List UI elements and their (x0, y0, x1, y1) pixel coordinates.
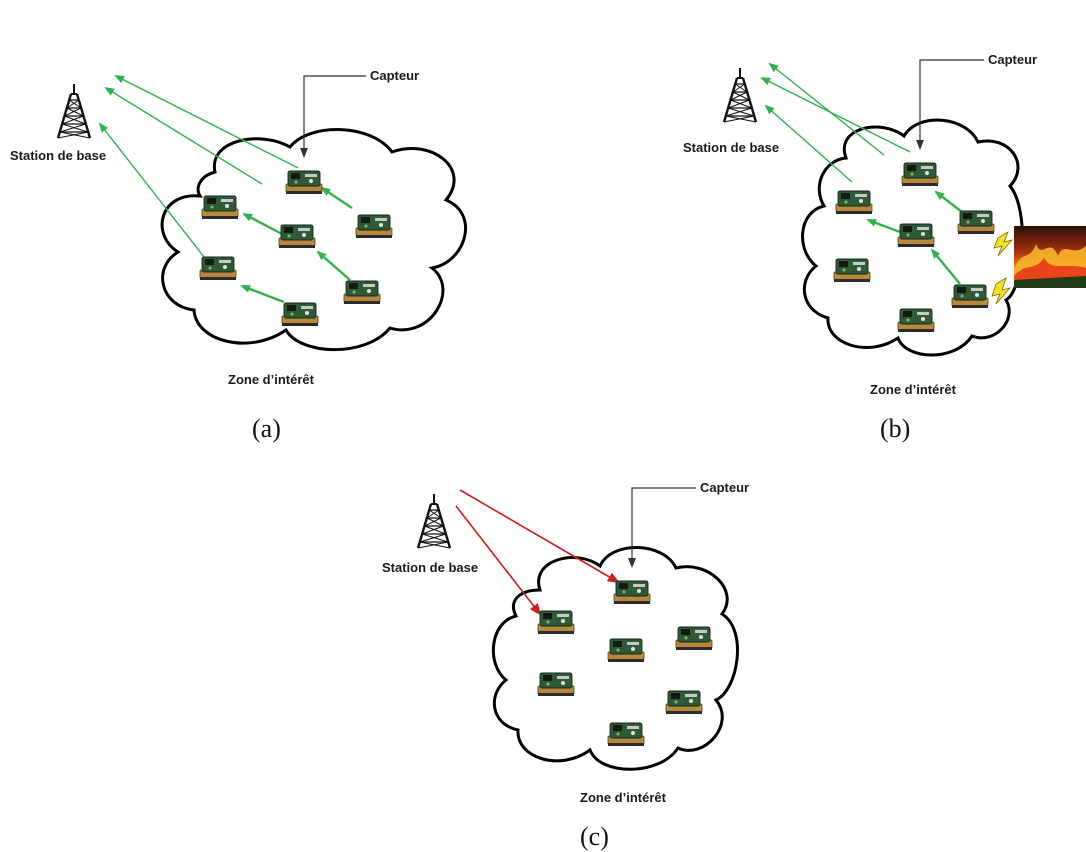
flow-arrow (98, 122, 209, 263)
sensor-node (675, 626, 713, 651)
sensor-node (897, 223, 935, 248)
query-arrow (459, 489, 620, 584)
hop-arrow (934, 190, 963, 213)
sensor-node (199, 256, 237, 281)
sensor-leader-line (300, 75, 366, 158)
sensor-leader-line (628, 487, 696, 568)
hop-arrow (866, 218, 901, 234)
flow-arrow (104, 86, 263, 185)
sensor-node (897, 308, 935, 333)
query-arrow (455, 505, 542, 616)
sensor-node (537, 610, 575, 635)
sensor-node (835, 190, 873, 215)
zone-label: Zone d’intérêt (870, 382, 957, 397)
sensor-node (833, 258, 871, 283)
sensor-label: Capteur (988, 52, 1037, 67)
fire-event-image (1014, 226, 1086, 288)
hop-arrow (240, 284, 285, 304)
sensor-node (285, 170, 323, 195)
hop-arrow (930, 248, 961, 285)
zone-label: Zone d’intérêt (228, 372, 315, 387)
station-label: Station de base (683, 140, 779, 155)
sensor-node (343, 280, 381, 305)
sub-label: (a) (252, 414, 281, 443)
hop-arrow (316, 250, 351, 281)
station-label: Station de base (382, 560, 478, 575)
detection-bolt-icon (993, 231, 1014, 257)
flow-arrow (760, 77, 911, 153)
sensor-leader-line (916, 59, 984, 150)
hop-arrow (320, 186, 353, 209)
sensor-node (537, 672, 575, 697)
sensor-node (607, 722, 645, 747)
sensor-node (665, 690, 703, 715)
sensor-node (201, 195, 239, 220)
sensor-node (957, 210, 995, 235)
flow-arrow (114, 75, 299, 169)
panel-c: Station de base Capteur Zone d’intérêt (… (382, 480, 749, 851)
sensor-label: Capteur (370, 68, 419, 83)
sensor-label: Capteur (700, 480, 749, 495)
panel-b: Station de base Capteur Zone d’intérêt (… (683, 52, 1086, 443)
panel-a: Station de base Capteur Zone d’intérêt (… (10, 68, 468, 443)
flow-arrow (764, 104, 853, 183)
zone-label: Zone d’intérêt (580, 790, 667, 805)
sensor-node (281, 302, 319, 327)
sensor-node (951, 284, 989, 309)
detection-bolt-icon (991, 277, 1012, 305)
station-label: Station de base (10, 148, 106, 163)
flow-arrow (768, 62, 885, 156)
hop-arrow (242, 212, 283, 236)
sensor-node (613, 580, 651, 605)
sensor-node (901, 162, 939, 187)
base-station-tower (722, 66, 758, 124)
sensor-node (607, 638, 645, 663)
sensor-node (355, 214, 393, 239)
sub-label: (b) (880, 414, 910, 443)
sensor-node (278, 224, 316, 249)
base-station-tower (56, 82, 92, 140)
base-station-tower (416, 492, 452, 550)
sub-label: (c) (580, 822, 609, 851)
